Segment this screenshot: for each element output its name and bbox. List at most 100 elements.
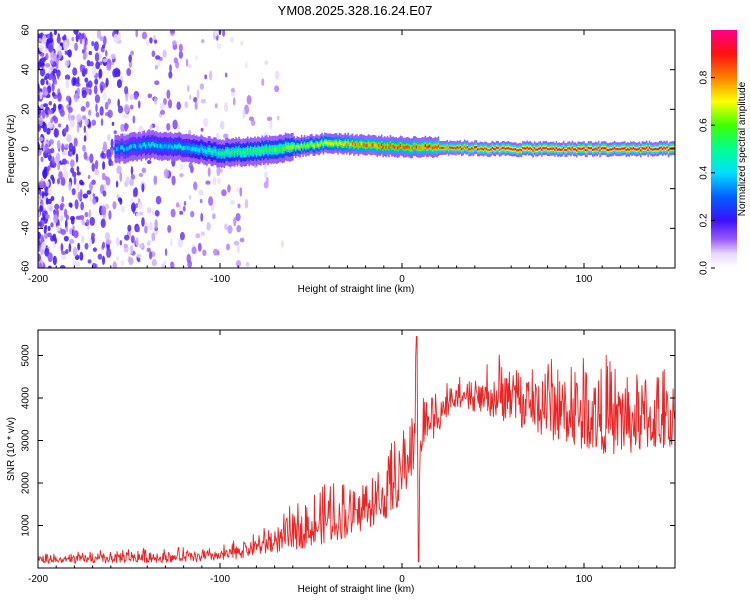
spectrogram-ridge-cell — [114, 146, 117, 151]
spectrogram-noise-cell — [200, 127, 204, 132]
spectrogram-noise-cell — [110, 147, 114, 156]
spectrogram-ridge-cell — [466, 146, 469, 149]
spectrogram-noise-cell — [137, 257, 141, 263]
spectrogram-noise-cell — [149, 37, 153, 44]
spectrogram-noise-cell — [53, 214, 58, 224]
spectrogram-noise-cell — [72, 149, 75, 156]
spectrogram-noise-cell — [53, 103, 57, 112]
spectrogram-ridge-cell — [255, 149, 258, 155]
spectrogram-noise-cell — [62, 158, 67, 165]
spectrogram-ridge-cell — [476, 148, 479, 151]
spectrogram-ridge-cell — [613, 146, 616, 149]
spectrogram-ridge-cell — [596, 148, 598, 151]
spectrogram-ridge-cell — [529, 147, 531, 150]
spectrogram-ridge-cell — [519, 148, 521, 151]
spectrogram-noise-cell — [84, 67, 88, 75]
spectrogram-ridge-cell — [673, 147, 675, 150]
spectrogram-noise-cell — [149, 221, 153, 231]
spectrogram-noise-cell — [65, 95, 71, 102]
spectrogram-ridge-cell — [632, 147, 635, 150]
spectrogram-ridge-cell — [211, 150, 214, 155]
spectrogram-ridge-cell — [385, 145, 387, 149]
spectrogram-ridge-cell — [147, 142, 150, 147]
spectrogram-noise-cell — [176, 101, 181, 110]
spectrogram-ridge-cell — [554, 148, 556, 151]
spectrogram-ridge-cell — [428, 144, 431, 148]
spectrogram-ridge-cell — [622, 147, 625, 150]
spectrogram-noise-cell — [91, 232, 95, 239]
spectrogram-ridge-cell — [460, 148, 463, 151]
spectrogram-noise-cell — [123, 243, 128, 249]
spectrogram-noise-cell — [46, 180, 50, 187]
spectrogram-noise-cell — [200, 231, 205, 236]
spectrogram-noise-cell — [41, 57, 46, 63]
spectrogram-ridge-cell — [321, 141, 323, 145]
spectrogram-noise-cell — [112, 261, 117, 268]
snr-frame — [37, 329, 676, 569]
spectrogram-ridge-cell — [140, 145, 143, 150]
spectrogram-noise-cell — [81, 38, 85, 46]
spectrogram-ridge-cell — [619, 148, 622, 151]
spectrogram-noise-cell — [104, 101, 109, 110]
spectrogram-noise-cell — [136, 226, 140, 233]
spectrogram-noise-cell — [157, 59, 161, 67]
spectrogram-ridge-cell — [482, 148, 485, 151]
spectrogram-ridge-cell — [648, 146, 651, 149]
spectrogram-ridge-cell — [155, 142, 157, 147]
spectrogram-x-tick-label: -200 — [28, 274, 48, 285]
spectrogram-noise-cell — [170, 261, 175, 268]
spectrogram-noise-cell — [235, 260, 242, 268]
spectrogram-noise-cell — [110, 53, 116, 60]
spectrogram-noise-cell — [269, 119, 273, 130]
spectrogram-ridge-cell — [284, 144, 287, 149]
spectrogram-ridge-cell — [201, 147, 204, 152]
spectrogram-noise-cell — [60, 215, 64, 222]
colorbar: 0.0 0.2 0.4 0.6 0.8 Normalized spectral ampl… — [699, 30, 748, 275]
spectrogram-ridge-cell — [204, 149, 207, 154]
spectrogram-noise-cell — [146, 159, 152, 165]
spectrogram-ridge-cell — [123, 147, 125, 152]
spectrogram-noise-cell — [136, 253, 142, 258]
spectrogram-noise-cell — [124, 86, 129, 95]
spectrogram-noise-cell — [42, 168, 48, 179]
spectrogram-noise-cell — [199, 83, 205, 90]
spectrogram-ridge-cell — [376, 145, 379, 149]
spectrogram-noise-cell — [172, 119, 178, 130]
spectrogram-ridge-cell — [474, 146, 476, 149]
spectrogram-noise-cell — [58, 170, 63, 180]
spectrogram-noise-cell — [63, 208, 68, 218]
spectrogram-ridge-cell — [551, 147, 553, 150]
snr-panel: -200 -100 0 100 1000 2000 3000 4000 5000 Height… — [6, 329, 676, 595]
spectrogram-ridge-cell — [549, 147, 552, 150]
spectrogram-ridge-cell — [399, 144, 402, 148]
spectrogram-noise-cell — [205, 180, 211, 185]
snr-y-tick-label: 3000 — [21, 429, 32, 452]
spectrogram-ridge-cell — [364, 144, 367, 148]
spectrogram-noise-cell — [119, 239, 123, 246]
spectrogram-noise-cell — [88, 109, 92, 116]
spectrogram-noise-cell — [100, 85, 103, 94]
colorbar-tick-label: 0.8 — [699, 70, 710, 84]
spectrogram-ridge-cell — [561, 148, 564, 151]
spectrogram-noise-cell — [92, 197, 97, 205]
spectrogram-ridge-cell — [325, 141, 328, 145]
spectrogram-noise-cell — [88, 208, 92, 219]
spectrogram-noise-cell — [145, 39, 150, 47]
spectrogram-noise-cell — [130, 202, 137, 213]
spectrogram-noise-cell — [217, 177, 222, 185]
spectrogram-noise-cell — [208, 70, 213, 81]
spectrogram-noise-cell — [80, 235, 85, 244]
spectrogram-ridge-cell — [548, 148, 550, 151]
spectrogram-ridge-cell — [555, 147, 558, 150]
spectrogram-noise-cell — [64, 59, 70, 67]
spectrogram-noise-cell — [52, 233, 57, 242]
spectrogram-noise-cell — [148, 250, 153, 260]
spectrogram-noise-cell — [84, 242, 89, 250]
spectrogram-noise-cell — [72, 67, 78, 76]
spectrogram-ridge-cell — [289, 145, 291, 151]
spectrogram-noise-cell — [147, 93, 153, 99]
spectrogram-noise-cell — [212, 176, 217, 186]
spectrogram-noise-cell — [59, 109, 65, 117]
spectrogram-noise-cell — [166, 123, 171, 131]
